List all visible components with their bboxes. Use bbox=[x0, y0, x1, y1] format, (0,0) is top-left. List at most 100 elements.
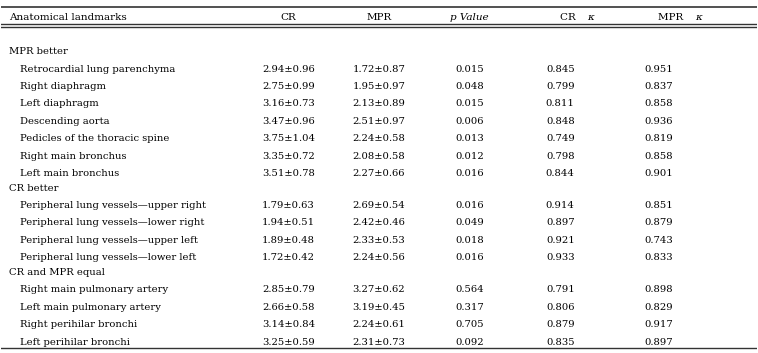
Text: 0.016: 0.016 bbox=[456, 201, 484, 210]
Text: MPR: MPR bbox=[366, 13, 392, 22]
Text: 0.951: 0.951 bbox=[644, 65, 673, 74]
Text: 0.858: 0.858 bbox=[644, 151, 673, 161]
Text: 0.819: 0.819 bbox=[644, 134, 673, 143]
Text: 3.27±0.62: 3.27±0.62 bbox=[352, 285, 406, 294]
Text: κ: κ bbox=[587, 13, 594, 22]
Text: 0.791: 0.791 bbox=[546, 285, 575, 294]
Text: MPR: MPR bbox=[659, 13, 687, 22]
Text: κ: κ bbox=[694, 13, 701, 22]
Text: 0.835: 0.835 bbox=[546, 337, 575, 347]
Text: 0.898: 0.898 bbox=[644, 285, 673, 294]
Text: 0.015: 0.015 bbox=[456, 100, 484, 108]
Text: 2.66±0.58: 2.66±0.58 bbox=[262, 303, 315, 312]
Text: Peripheral lung vessels—lower left: Peripheral lung vessels—lower left bbox=[20, 253, 196, 262]
Text: Right main pulmonary artery: Right main pulmonary artery bbox=[20, 285, 168, 294]
Text: 2.24±0.58: 2.24±0.58 bbox=[352, 134, 406, 143]
Text: 1.79±0.63: 1.79±0.63 bbox=[262, 201, 315, 210]
Text: 0.936: 0.936 bbox=[644, 117, 672, 126]
Text: 3.25±0.59: 3.25±0.59 bbox=[262, 337, 315, 347]
Text: 0.879: 0.879 bbox=[546, 320, 575, 329]
Text: 3.75±1.04: 3.75±1.04 bbox=[262, 134, 315, 143]
Text: Pedicles of the thoracic spine: Pedicles of the thoracic spine bbox=[20, 134, 170, 143]
Text: 3.51±0.78: 3.51±0.78 bbox=[262, 169, 315, 178]
Text: 1.94±0.51: 1.94±0.51 bbox=[262, 219, 315, 227]
Text: CR and MPR equal: CR and MPR equal bbox=[9, 268, 105, 277]
Text: 3.19±0.45: 3.19±0.45 bbox=[352, 303, 406, 312]
Text: Retrocardial lung parenchyma: Retrocardial lung parenchyma bbox=[20, 65, 176, 74]
Text: 2.13±0.89: 2.13±0.89 bbox=[352, 100, 406, 108]
Text: 0.012: 0.012 bbox=[456, 151, 484, 161]
Text: 2.75±0.99: 2.75±0.99 bbox=[262, 82, 315, 91]
Text: 0.901: 0.901 bbox=[644, 169, 673, 178]
Text: Right perihilar bronchi: Right perihilar bronchi bbox=[20, 320, 137, 329]
Text: 0.799: 0.799 bbox=[546, 82, 575, 91]
Text: 0.798: 0.798 bbox=[546, 151, 575, 161]
Text: Right main bronchus: Right main bronchus bbox=[20, 151, 127, 161]
Text: 0.018: 0.018 bbox=[456, 236, 484, 245]
Text: 1.72±0.87: 1.72±0.87 bbox=[352, 65, 406, 74]
Text: 0.016: 0.016 bbox=[456, 169, 484, 178]
Text: 0.858: 0.858 bbox=[644, 100, 673, 108]
Text: MPR better: MPR better bbox=[9, 47, 67, 56]
Text: 0.933: 0.933 bbox=[546, 253, 575, 262]
Text: 0.743: 0.743 bbox=[644, 236, 673, 245]
Text: 0.749: 0.749 bbox=[546, 134, 575, 143]
Text: 0.917: 0.917 bbox=[644, 320, 673, 329]
Text: 2.33±0.53: 2.33±0.53 bbox=[352, 236, 406, 245]
Text: 3.16±0.73: 3.16±0.73 bbox=[262, 100, 315, 108]
Text: 2.94±0.96: 2.94±0.96 bbox=[262, 65, 315, 74]
Text: 0.879: 0.879 bbox=[644, 219, 673, 227]
Text: Peripheral lung vessels—upper left: Peripheral lung vessels—upper left bbox=[20, 236, 198, 245]
Text: Descending aorta: Descending aorta bbox=[20, 117, 110, 126]
Text: 0.049: 0.049 bbox=[456, 219, 484, 227]
Text: p Value: p Value bbox=[450, 13, 489, 22]
Text: 0.914: 0.914 bbox=[546, 201, 575, 210]
Text: 2.51±0.97: 2.51±0.97 bbox=[352, 117, 406, 126]
Text: Peripheral lung vessels—upper right: Peripheral lung vessels—upper right bbox=[20, 201, 206, 210]
Text: Right diaphragm: Right diaphragm bbox=[20, 82, 106, 91]
Text: Left main pulmonary artery: Left main pulmonary artery bbox=[20, 303, 161, 312]
Text: 0.006: 0.006 bbox=[456, 117, 484, 126]
Text: 3.35±0.72: 3.35±0.72 bbox=[262, 151, 315, 161]
Text: 0.705: 0.705 bbox=[456, 320, 484, 329]
Text: 1.89±0.48: 1.89±0.48 bbox=[262, 236, 315, 245]
Text: 0.806: 0.806 bbox=[546, 303, 575, 312]
Text: Peripheral lung vessels—lower right: Peripheral lung vessels—lower right bbox=[20, 219, 205, 227]
Text: 0.844: 0.844 bbox=[546, 169, 575, 178]
Text: 2.24±0.56: 2.24±0.56 bbox=[352, 253, 406, 262]
Text: 0.845: 0.845 bbox=[546, 65, 575, 74]
Text: CR: CR bbox=[280, 13, 296, 22]
Text: 0.317: 0.317 bbox=[456, 303, 484, 312]
Text: 2.69±0.54: 2.69±0.54 bbox=[352, 201, 406, 210]
Text: 0.013: 0.013 bbox=[456, 134, 484, 143]
Text: 0.016: 0.016 bbox=[456, 253, 484, 262]
Text: Left diaphragm: Left diaphragm bbox=[20, 100, 99, 108]
Text: 0.811: 0.811 bbox=[546, 100, 575, 108]
Text: 0.564: 0.564 bbox=[456, 285, 484, 294]
Text: 0.921: 0.921 bbox=[546, 236, 575, 245]
Text: 2.42±0.46: 2.42±0.46 bbox=[352, 219, 406, 227]
Text: 0.851: 0.851 bbox=[644, 201, 673, 210]
Text: 2.27±0.66: 2.27±0.66 bbox=[352, 169, 406, 178]
Text: 0.829: 0.829 bbox=[644, 303, 673, 312]
Text: Left perihilar bronchi: Left perihilar bronchi bbox=[20, 337, 130, 347]
Text: 0.837: 0.837 bbox=[644, 82, 673, 91]
Text: 3.14±0.84: 3.14±0.84 bbox=[262, 320, 315, 329]
Text: CR better: CR better bbox=[9, 184, 58, 193]
Text: 2.24±0.61: 2.24±0.61 bbox=[352, 320, 406, 329]
Text: 3.47±0.96: 3.47±0.96 bbox=[262, 117, 315, 126]
Text: Anatomical landmarks: Anatomical landmarks bbox=[9, 13, 127, 22]
Text: Left main bronchus: Left main bronchus bbox=[20, 169, 120, 178]
Text: 0.848: 0.848 bbox=[546, 117, 575, 126]
Text: 2.31±0.73: 2.31±0.73 bbox=[352, 337, 406, 347]
Text: 0.015: 0.015 bbox=[456, 65, 484, 74]
Text: 0.048: 0.048 bbox=[456, 82, 484, 91]
Text: 0.092: 0.092 bbox=[456, 337, 484, 347]
Text: 0.897: 0.897 bbox=[546, 219, 575, 227]
Text: CR: CR bbox=[560, 13, 579, 22]
Text: 0.897: 0.897 bbox=[644, 337, 673, 347]
Text: 1.95±0.97: 1.95±0.97 bbox=[352, 82, 406, 91]
Text: 1.72±0.42: 1.72±0.42 bbox=[262, 253, 315, 262]
Text: 0.833: 0.833 bbox=[644, 253, 673, 262]
Text: 2.85±0.79: 2.85±0.79 bbox=[262, 285, 315, 294]
